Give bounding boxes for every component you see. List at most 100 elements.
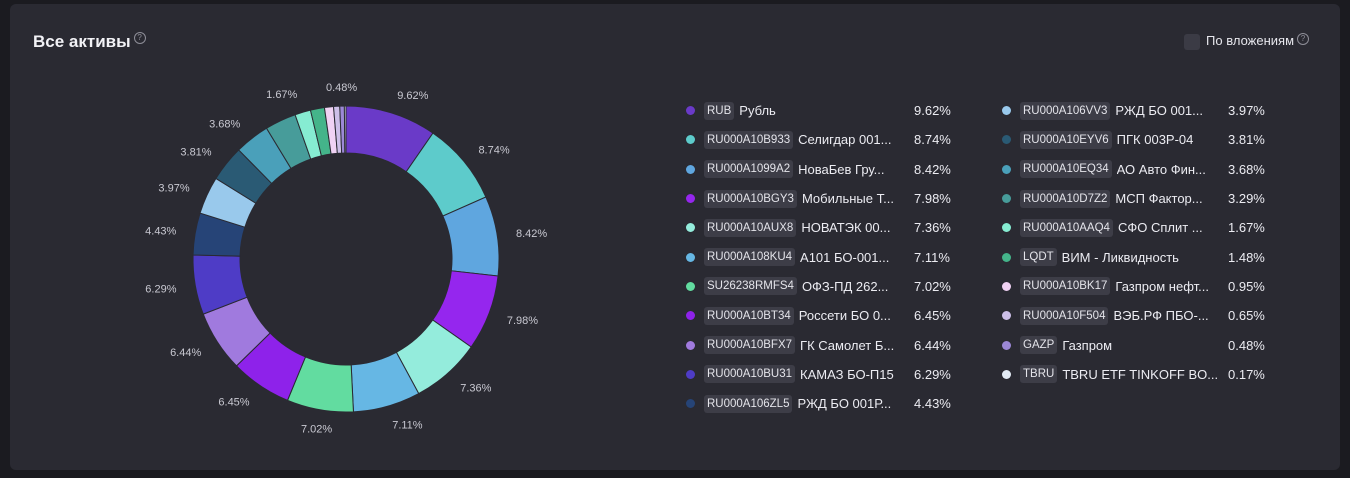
legend-dot (1002, 223, 1011, 233)
legend-dot (686, 252, 695, 262)
asset-name: ВИМ - Ликвидность (1061, 249, 1179, 265)
legend-item[interactable]: RU000A10BT34 Россети БО 0... 6.45% (686, 301, 951, 330)
legend-dot (1002, 252, 1011, 262)
asset-percent: 0.17% (1228, 366, 1265, 382)
legend-dot (686, 223, 695, 233)
slice-label-su26238rmfs4: 7.02% (301, 423, 332, 435)
legend-item[interactable]: RU000A10F504 ВЭБ.РФ ПБО-... 0.65% (1002, 301, 1265, 330)
legend-item[interactable]: RU000A10BK17 Газпром нефт... 0.95% (1002, 272, 1265, 301)
legend-item[interactable]: RU000A10D7Z2 МСП Фактор... 3.29% (1002, 184, 1265, 213)
legend-dot (1002, 194, 1011, 204)
ticker-badge: RU000A10BK17 (1020, 277, 1111, 296)
ticker-badge: RU000A1099A2 (704, 160, 794, 179)
asset-name: ПГК 003Р-04 (1116, 132, 1194, 148)
legend-item[interactable]: LQDT ВИМ - Ликвидность 1.48% (1002, 242, 1265, 271)
asset-percent: 1.67% (1228, 220, 1265, 236)
legend-dot (1002, 164, 1011, 174)
asset-percent: 6.29% (914, 366, 951, 382)
slice-label-ru000a108ku4: 7.11% (392, 420, 423, 432)
legend-dot (1002, 340, 1011, 350)
legend-item[interactable]: RU000A106VV3 РЖД БО 001... 3.97% (1002, 96, 1265, 125)
slice-label-ru000a106zl5: 4.43% (145, 226, 176, 238)
ticker-badge: RU000A10BFX7 (704, 336, 796, 355)
slice-label-ru000a10aaq4: 1.67% (266, 89, 297, 101)
asset-name: Мобильные Т... (801, 191, 894, 207)
legend-item[interactable]: RU000A10EQ34 АО Авто Фин... 3.68% (1002, 155, 1265, 184)
slice-label-ru000a10bu31: 6.29% (145, 283, 176, 295)
ticker-badge: RU000A10AUX8 (704, 218, 797, 237)
legend-dot (686, 369, 695, 379)
asset-name: АО Авто Фин... (1116, 161, 1206, 177)
asset-percent: 7.98% (914, 191, 951, 207)
slice-label-ru000a10b933: 8.74% (478, 144, 509, 156)
slice-label-ru000a1099a2: 8.42% (516, 228, 547, 240)
legend-item[interactable]: RU000A10BU31 КАМАЗ БО-П15 6.29% (686, 360, 951, 389)
help-icon[interactable]: ? (1297, 33, 1309, 45)
legend-item[interactable]: RU000A10BFX7 ГК Самолет Б... 6.44% (686, 330, 951, 359)
ticker-badge: RU000A106ZL5 (704, 394, 793, 413)
legend-item[interactable]: RU000A10AUX8 НОВАТЭК 00... 7.36% (686, 213, 951, 242)
asset-percent: 0.48% (1228, 337, 1265, 353)
toggle-label[interactable]: По вложениям (1206, 33, 1294, 48)
ticker-badge: RU000A10BU31 (704, 365, 796, 384)
legend-item[interactable]: SU26238RMFS4 ОФЗ-ПД 262... 7.02% (686, 272, 951, 301)
ticker-badge: TBRU (1020, 365, 1058, 384)
page-title: Все активы (33, 32, 131, 51)
slice-label-rub: 9.62% (397, 90, 428, 102)
by-investments-toggle[interactable]: По вложениям ? (1184, 33, 1309, 50)
asset-name: Селигдар 001... (798, 132, 892, 148)
asset-percent: 8.42% (914, 161, 951, 177)
legend-item[interactable]: RU000A10AAQ4 СФО Сплит ... 1.67% (1002, 213, 1265, 242)
asset-percent: 7.02% (914, 278, 951, 294)
legend-item[interactable]: RU000A1099A2 НоваБев Гру... 8.42% (686, 155, 951, 184)
asset-name: МСП Фактор... (1115, 191, 1203, 207)
legend-item[interactable]: GAZP Газпром 0.48% (1002, 330, 1265, 359)
legend-item[interactable]: RU000A108KU4 А101 БО-001... 7.11% (686, 242, 950, 271)
ticker-badge: RU000A10BT34 (704, 306, 794, 325)
asset-name: TBRU ETF TINKOFF BO... (1062, 366, 1219, 382)
asset-name: Рубль (739, 103, 776, 119)
asset-percent: 1.48% (1228, 249, 1265, 265)
slice-label-gazp: 0.48% (326, 82, 357, 94)
checkbox[interactable] (1184, 34, 1201, 50)
legend-dot (686, 311, 695, 321)
asset-percent: 6.45% (914, 308, 951, 324)
legend-item[interactable]: RU000A10B933 Селигдар 001... 8.74% (686, 125, 951, 154)
asset-name: Россети БО 0... (798, 308, 891, 324)
legend-dot (686, 399, 695, 409)
legend-dot (686, 135, 695, 145)
ticker-badge: RU000A10BGY3 (704, 189, 797, 208)
legend-dot (686, 194, 695, 204)
asset-name: ОФЗ-ПД 262... (801, 278, 889, 294)
asset-percent: 3.68% (1228, 161, 1265, 177)
legend-item[interactable]: RU000A10BGY3 Мобильные Т... 7.98% (686, 184, 951, 213)
donut-slice-tbru[interactable] (343, 105, 347, 154)
asset-percent: 4.43% (914, 396, 951, 412)
slice-label-ru000a106vv3: 3.97% (158, 182, 189, 194)
asset-percent: 3.29% (1228, 191, 1265, 207)
slice-label-ru000a10eyv6: 3.81% (180, 147, 211, 159)
legend-dot (1002, 311, 1011, 321)
legend-item[interactable]: TBRU TBRU ETF TINKOFF BO... 0.17% (1002, 360, 1265, 389)
legend-column-right: RU000A106VV3 РЖД БО 001... 3.97% RU000A10EY… (1002, 96, 1265, 389)
legend-column-left: RUB Рубль 9.62% RU000A10B933 Селигдар 001...… (686, 96, 951, 418)
legend-dot (1002, 369, 1011, 379)
legend-item[interactable]: RU000A106ZL5 РЖД БО 001Р... 4.43% (686, 389, 951, 418)
ticker-badge: SU26238RMFS4 (704, 277, 797, 296)
asset-name: А101 БО-001... (800, 249, 890, 265)
legend-item[interactable]: RU000A10EYV6 ПГК 003Р-04 3.81% (1002, 125, 1265, 154)
asset-name: ВЭБ.РФ ПБО-... (1113, 308, 1209, 324)
asset-percent: 3.81% (1228, 132, 1265, 148)
ticker-badge: RU000A10AAQ4 (1020, 218, 1113, 237)
ticker-badge: RU000A10F504 (1020, 306, 1109, 325)
asset-name: СФО Сплит ... (1117, 220, 1203, 236)
asset-percent: 6.44% (914, 337, 951, 353)
help-icon[interactable]: ? (133, 32, 146, 44)
legend-item[interactable]: RUB Рубль 9.62% (686, 96, 951, 125)
asset-name: КАМАЗ БО-П15 (800, 366, 894, 382)
legend-dot (1002, 281, 1011, 291)
legend-dot (686, 340, 695, 350)
slice-label-ru000a10bfx7: 6.44% (170, 347, 201, 359)
asset-percent: 0.65% (1228, 308, 1265, 324)
